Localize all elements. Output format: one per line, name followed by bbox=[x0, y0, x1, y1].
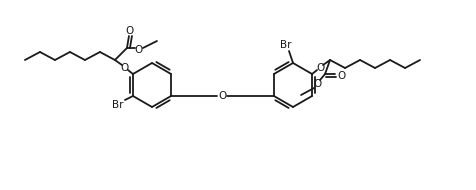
Text: O: O bbox=[312, 79, 320, 89]
Text: O: O bbox=[218, 91, 226, 101]
Text: Br: Br bbox=[280, 40, 291, 50]
Text: O: O bbox=[336, 71, 345, 81]
Text: Br: Br bbox=[112, 100, 123, 110]
Text: O: O bbox=[120, 63, 129, 73]
Text: O: O bbox=[126, 26, 134, 36]
Text: O: O bbox=[135, 45, 143, 55]
Text: O: O bbox=[315, 63, 324, 73]
